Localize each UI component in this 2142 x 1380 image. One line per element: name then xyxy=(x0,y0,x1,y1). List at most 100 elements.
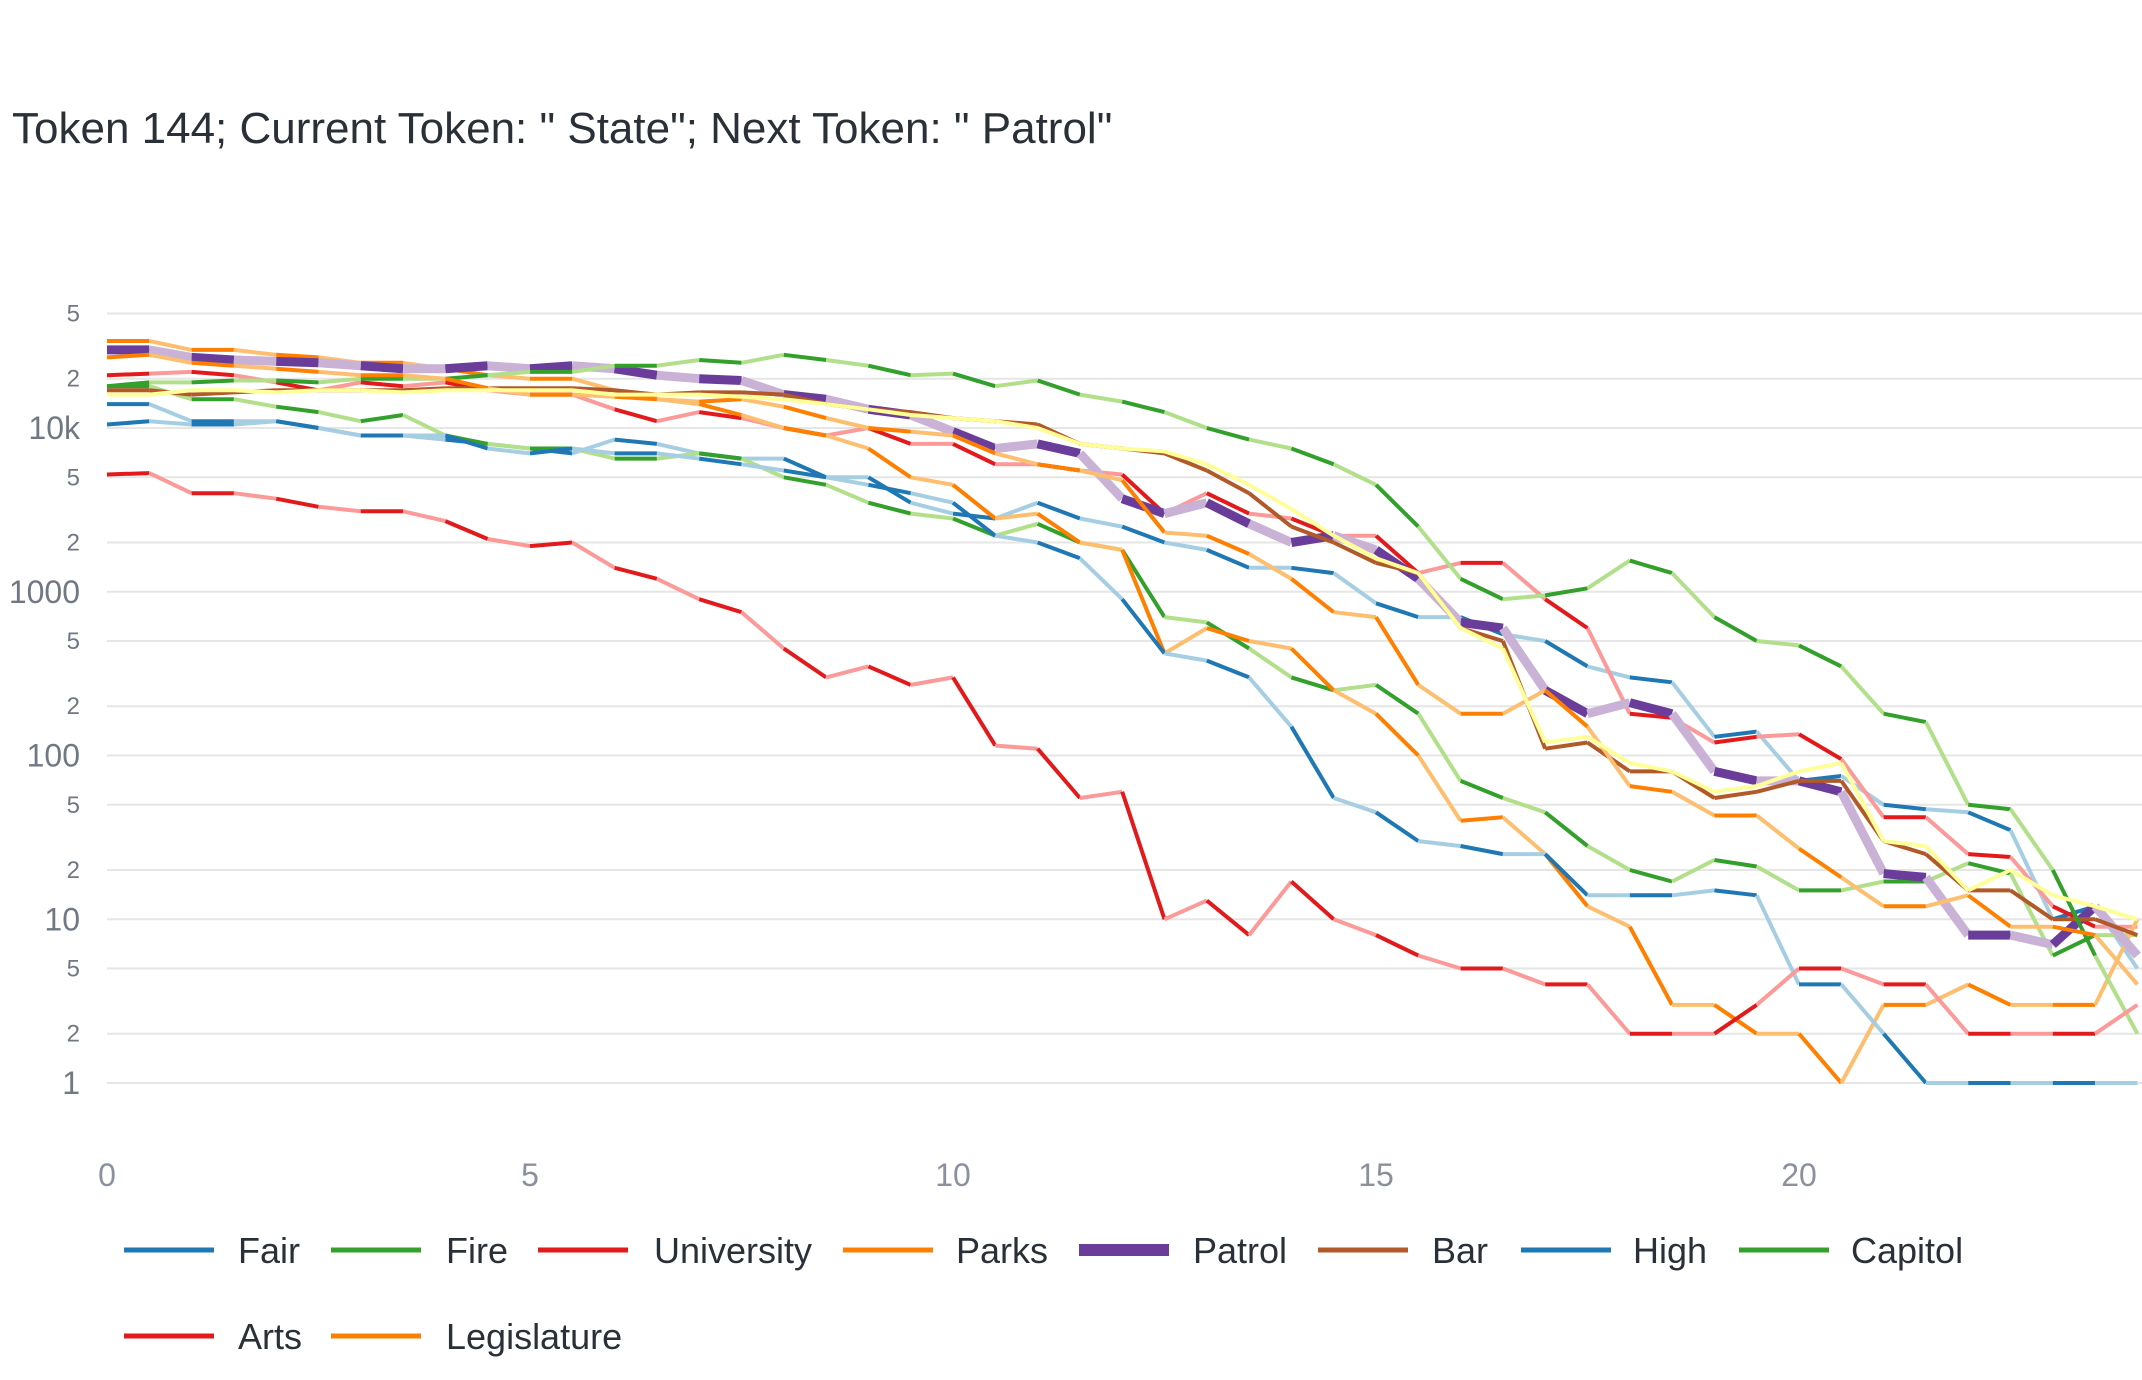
line-segment xyxy=(1629,711,1673,720)
line-segment xyxy=(2093,1003,2139,1036)
line-segment xyxy=(1629,761,1673,774)
line-segment xyxy=(1797,846,1843,880)
line-segment xyxy=(1671,858,1716,884)
line-segment xyxy=(951,501,997,538)
legend-item-capitol[interactable]: Capitol xyxy=(1739,1230,1963,1271)
legend-label: Parks xyxy=(956,1230,1048,1271)
line-segment xyxy=(1289,725,1336,800)
line-segment xyxy=(1247,676,1293,729)
line-segment xyxy=(106,471,150,477)
line-segment xyxy=(318,369,361,378)
series-high xyxy=(107,402,2138,1085)
legend-item-bar[interactable]: Bar xyxy=(1318,1230,1488,1271)
line-segment xyxy=(1121,524,1166,545)
line-segment xyxy=(233,388,277,395)
line-segment xyxy=(1122,446,1165,454)
line-segment xyxy=(360,361,404,374)
y-tick-label: 2 xyxy=(67,693,80,720)
line-segment xyxy=(1670,571,1716,619)
line-segment xyxy=(276,388,319,395)
legend-item-parks[interactable]: Parks xyxy=(843,1230,1048,1271)
line-segment xyxy=(1332,571,1378,605)
line-segment xyxy=(1883,839,1927,848)
line-segment xyxy=(1164,651,1208,663)
line-segment xyxy=(1459,617,1504,633)
line-segment xyxy=(1417,683,1462,716)
line-segment xyxy=(1714,888,1757,898)
line-segment xyxy=(867,500,912,516)
line-segment xyxy=(318,376,361,385)
line-segment xyxy=(699,374,742,385)
legend-item-university[interactable]: University xyxy=(538,1230,812,1271)
line-segment xyxy=(2008,808,2055,872)
legend-item-high[interactable]: High xyxy=(1521,1230,1707,1271)
line-segment xyxy=(698,451,742,461)
line-segment xyxy=(1670,681,1716,739)
line-segment xyxy=(1374,616,1420,686)
y-axis: 1 10 100 1000 10k 2 5 2 5 2 5 2 5 2 5 xyxy=(9,301,81,1101)
line-segment xyxy=(1671,888,1715,898)
line-segment xyxy=(2052,924,2096,938)
line-segment xyxy=(1544,740,1588,751)
line-segment xyxy=(910,491,954,505)
line-segment xyxy=(2091,903,2141,959)
line-segment xyxy=(1079,789,1123,800)
line-segment xyxy=(444,519,489,541)
line-segment xyxy=(910,511,954,521)
line-segment xyxy=(783,352,827,362)
line-segment xyxy=(572,386,615,393)
legend-item-legislature[interactable]: Legislature xyxy=(331,1316,622,1357)
line-segment xyxy=(2093,933,2139,986)
line-segment xyxy=(191,369,235,378)
legend-item-patrol[interactable]: Patrol xyxy=(1079,1230,1287,1271)
line-segment xyxy=(741,390,784,397)
line-segment xyxy=(1713,767,1758,786)
line-segment xyxy=(1671,790,1716,818)
line-segment xyxy=(1206,626,1250,643)
line-segment xyxy=(445,373,488,381)
line-segment xyxy=(698,456,742,467)
line-segment xyxy=(910,475,954,487)
line-segment xyxy=(825,664,869,680)
legend-item-arts[interactable]: Arts xyxy=(124,1316,302,1357)
line-segment xyxy=(1248,437,1292,451)
legend-item-fire[interactable]: Fire xyxy=(331,1230,508,1271)
line-segment xyxy=(782,646,828,680)
line-segment xyxy=(1163,898,1208,922)
line-segment xyxy=(1756,639,1800,648)
line-segment xyxy=(1374,712,1420,757)
line-segment xyxy=(529,361,573,374)
line-segment xyxy=(1036,540,1081,561)
line-segment xyxy=(1333,682,1377,693)
legend-item-fair[interactable]: Fair xyxy=(124,1230,300,1271)
legend-label: Bar xyxy=(1432,1230,1488,1271)
line-segment xyxy=(1755,864,1800,893)
line-segment xyxy=(868,407,911,417)
line-segment xyxy=(1036,511,1082,545)
line-segment xyxy=(1120,791,1167,920)
line-segment xyxy=(1333,796,1377,815)
line-segment xyxy=(2009,868,2054,898)
line-segment xyxy=(1967,982,2012,1007)
line-segment xyxy=(1629,675,1673,685)
line-segment xyxy=(1247,880,1293,937)
line-segment xyxy=(656,441,700,456)
legend-label: High xyxy=(1633,1230,1707,1271)
line-segment xyxy=(1290,531,1335,547)
line-segment xyxy=(1839,762,1886,843)
line-segment xyxy=(2009,888,2054,921)
line-segment xyxy=(1713,615,1758,643)
line-segment xyxy=(148,402,193,424)
line-segment xyxy=(741,462,785,473)
line-segment xyxy=(571,392,616,412)
line-segment xyxy=(1798,761,1842,774)
line-segment xyxy=(275,496,319,509)
legend-label: Arts xyxy=(238,1316,302,1357)
line-segment xyxy=(233,491,277,501)
legend-label: Capitol xyxy=(1851,1230,1963,1271)
line-segment xyxy=(191,378,234,385)
line-segment xyxy=(1924,721,1970,806)
line-segment xyxy=(487,361,531,374)
line-segment xyxy=(276,366,319,374)
line-segment xyxy=(1797,1032,1843,1085)
